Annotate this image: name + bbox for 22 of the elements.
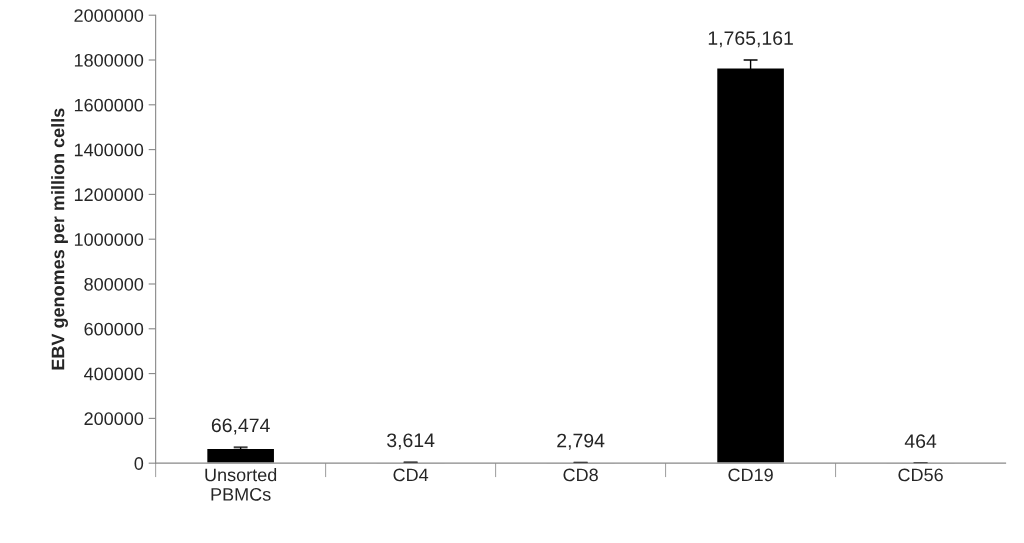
y-tick-label: 1000000 (74, 233, 144, 246)
y-tick-label: 1800000 (74, 53, 144, 67)
y-tick-label: 400000 (84, 367, 144, 381)
x-tick-label: CD8 (563, 468, 598, 482)
y-tick-label: 0 (134, 457, 144, 470)
data-label: 3,614 (387, 433, 435, 450)
x-tick-label: CD4 (393, 468, 429, 482)
data-label: 1,765,161 (708, 31, 793, 48)
y-axis-title: EBV genomes per million cells (51, 108, 68, 370)
y-tick-label: 800000 (84, 277, 144, 291)
y-tick-label: 1600000 (74, 98, 144, 112)
x-tick-label: Unsorted PBMCs (205, 468, 277, 501)
y-tick-label: 200000 (84, 412, 144, 426)
y-tick-label: 1400000 (74, 143, 144, 157)
y-tick-label: 1200000 (74, 188, 144, 202)
y-tick-label: 600000 (84, 322, 144, 336)
y-tick-label: 2000000 (74, 9, 144, 22)
x-tick-label: CD19 (728, 468, 773, 482)
data-label: 2,794 (557, 433, 605, 450)
data-label: 66,474 (211, 418, 270, 435)
x-tick-label: CD56 (898, 468, 943, 482)
data-label: 464 (904, 434, 937, 449)
